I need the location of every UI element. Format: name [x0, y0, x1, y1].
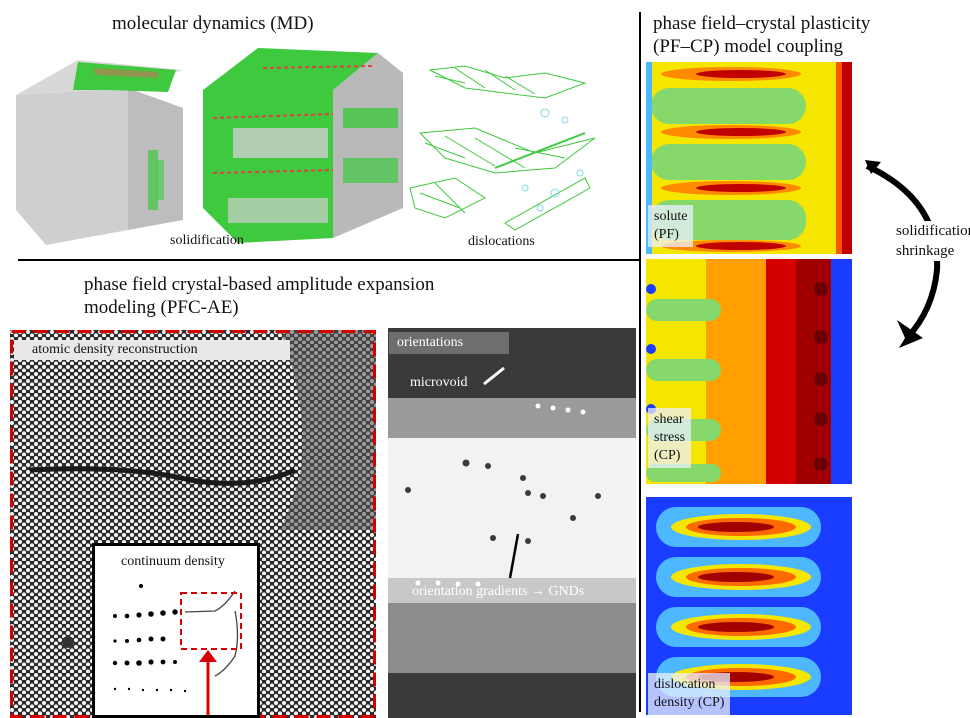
microvoid-label: microvoid [410, 375, 468, 390]
orientations-label: orientations [389, 332, 509, 354]
dislocation-density-label-line2: density (CP) [654, 695, 725, 710]
solidification-shrinkage-label: solidification shrinkage [896, 221, 970, 261]
md-dislocation-network [405, 58, 605, 233]
continuum-density-inset: continuum density [92, 543, 260, 718]
pfcp-title-line1: phase field–crystal plasticity [653, 13, 871, 34]
solute-label-line1: solute [654, 209, 688, 224]
dislocation-density-label-line1: dislocation [654, 677, 716, 692]
shear-stress-label-line1: shear [654, 412, 684, 427]
shear-stress-label-line3: (CP) [654, 448, 681, 463]
shrinkage-label-line1: solidification [896, 223, 970, 239]
dislocation-density-field-panel [646, 497, 852, 715]
atomic-density-label-text: atomic density reconstruction [32, 342, 198, 357]
md-cube-small [8, 60, 198, 245]
dislocation-density-label: dislocation density (CP) [648, 673, 731, 715]
vertical-divider [639, 12, 641, 712]
orientation-gradients-label: orientation gradients → GNDs [412, 584, 585, 599]
solute-label-line2: (PF) [654, 227, 679, 242]
horizontal-divider [18, 259, 640, 261]
pfc-title-line2: modeling (PFC-AE) [84, 297, 239, 318]
pfcp-title-line2: (PF–CP) model coupling [653, 36, 844, 57]
atomic-density-label: atomic density reconstruction [14, 340, 290, 360]
curved-arrow-icon [865, 160, 945, 350]
md-dislocations-caption: dislocations [468, 234, 535, 249]
solute-label: solute (PF) [648, 205, 694, 247]
continuum-density-label: continuum density [121, 554, 225, 569]
md-cube-large [203, 48, 408, 243]
shrinkage-label-line2: shrinkage [896, 243, 955, 259]
md-solidification-caption: solidification [170, 233, 244, 248]
md-title: molecular dynamics (MD) [112, 13, 314, 34]
shear-stress-label-line2: stress [654, 430, 686, 445]
orientations-panel [388, 328, 636, 718]
pfc-title-line1: phase field crystal-based amplitude expa… [84, 274, 435, 295]
shear-stress-label: shear stress (CP) [648, 408, 692, 468]
